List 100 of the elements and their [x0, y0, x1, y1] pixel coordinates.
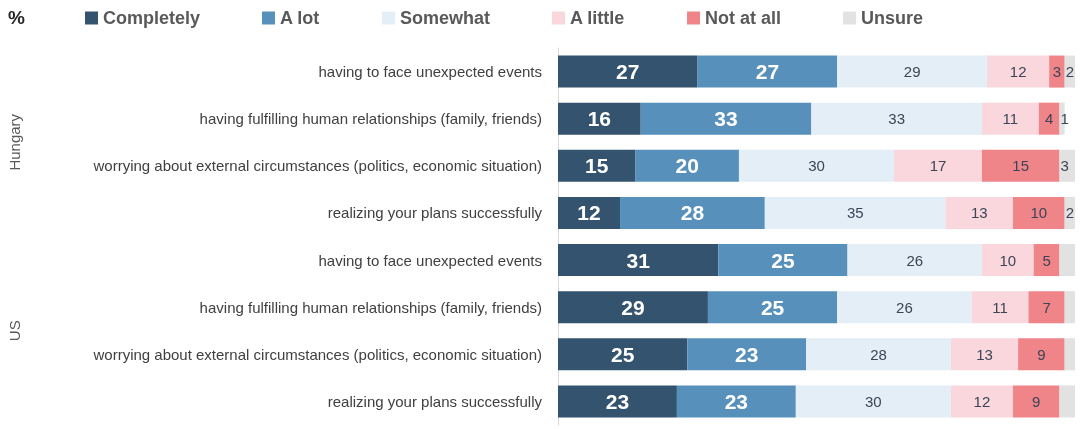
- data-label: 1: [1060, 110, 1069, 128]
- data-label: 16: [587, 107, 612, 131]
- bar: [718, 244, 848, 277]
- data-label: 30: [808, 157, 825, 175]
- y-tick-label: having fulfilling human relationships (family, friends): [199, 110, 542, 128]
- text: US: [5, 320, 23, 342]
- text: %: [8, 7, 25, 28]
- legend-label: Somewhat: [400, 8, 491, 28]
- data-label: 23: [735, 342, 759, 366]
- bar: [981, 244, 1034, 277]
- y-tick-label: realizing your plans successfully: [327, 392, 543, 410]
- bar: [1049, 55, 1065, 88]
- bar: [1038, 102, 1060, 135]
- data-label: 29: [903, 63, 921, 81]
- data-label: 28: [870, 345, 887, 363]
- data-label: 12: [973, 392, 991, 410]
- bar: [558, 338, 688, 371]
- data-label: 7: [1042, 298, 1051, 316]
- bar: [1012, 385, 1060, 418]
- bar: [1059, 149, 1075, 182]
- data-label: 2: [1065, 204, 1074, 222]
- data-label: 2: [1065, 63, 1074, 81]
- bar: [1064, 291, 1075, 324]
- y-tick-label: having to face unexpected events: [318, 251, 542, 269]
- legend-label: Completely: [103, 8, 201, 28]
- data-label: 13: [976, 345, 993, 363]
- bar: [640, 102, 812, 135]
- bar: [981, 102, 1039, 135]
- legend-label: Not at all: [705, 8, 782, 28]
- bar: [558, 244, 719, 277]
- bar: [795, 385, 951, 418]
- data-label: 12: [577, 201, 601, 225]
- data-label: 15: [585, 154, 609, 178]
- bar: [635, 149, 739, 182]
- y-tick-label: having to face unexpected events: [318, 63, 542, 81]
- data-label: 33: [714, 107, 738, 131]
- bar: [847, 244, 982, 277]
- legend-label: Unsure: [861, 8, 924, 28]
- bar: [558, 196, 621, 229]
- bar: [676, 385, 796, 418]
- data-label: 30: [865, 392, 882, 410]
- bar: [945, 196, 1013, 229]
- data-label: 23: [605, 389, 630, 413]
- data-label: 9: [1037, 345, 1046, 363]
- bar: [1059, 385, 1075, 418]
- bar: [687, 338, 807, 371]
- bar: [894, 149, 982, 182]
- y-tick-label: realizing your plans successfully: [327, 204, 543, 222]
- bar: [971, 291, 1029, 324]
- bar: [558, 291, 708, 324]
- bar: [981, 149, 1060, 182]
- bar: [987, 55, 1050, 88]
- bar: [837, 55, 988, 88]
- data-label: 29: [621, 295, 645, 319]
- bar: [1018, 338, 1065, 371]
- data-label: 10: [1030, 204, 1048, 222]
- data-label: 11: [1002, 110, 1019, 128]
- legend-label: A lot: [280, 8, 320, 28]
- bar: [738, 149, 895, 182]
- bar: [558, 102, 641, 135]
- data-label: 4: [1044, 110, 1054, 128]
- data-label: 27: [755, 60, 780, 84]
- bar: [707, 291, 838, 324]
- bar: [1012, 196, 1065, 229]
- bar: [811, 102, 982, 135]
- data-label: 12: [1009, 63, 1027, 81]
- data-label: 25: [771, 248, 795, 272]
- data-label: 10: [999, 251, 1017, 269]
- bar: [1059, 244, 1075, 277]
- data-label: 31: [626, 248, 651, 272]
- bar: [806, 338, 951, 371]
- data-label: 33: [888, 110, 905, 128]
- bar: [950, 338, 1019, 371]
- data-label: 25: [760, 295, 785, 319]
- bar: [558, 385, 677, 418]
- bar: [697, 55, 838, 88]
- bar: [558, 55, 698, 88]
- bar: [1064, 338, 1075, 371]
- legend-label: A little: [570, 8, 625, 28]
- data-label: 26: [906, 251, 924, 269]
- data-label: 17: [929, 157, 947, 175]
- y-tick-label: having fulfilling human relationships (family, friends): [199, 298, 542, 316]
- data-label: 15: [1012, 157, 1030, 175]
- bar: [558, 149, 636, 182]
- y-tick-label: worrying about external circumstances (politics, economic situation): [92, 345, 542, 363]
- data-label: 25: [610, 342, 635, 366]
- bar: [764, 196, 946, 229]
- y-tick-label: worrying about external circumstances (politics, economic situation): [92, 157, 542, 175]
- bar: [1033, 244, 1060, 277]
- bar: [1028, 291, 1065, 324]
- data-label: 26: [896, 298, 913, 316]
- data-label: 35: [846, 204, 864, 222]
- data-label: 3: [1060, 157, 1069, 175]
- bar: [837, 291, 972, 324]
- data-label: 20: [675, 154, 699, 178]
- bar: [620, 196, 765, 229]
- text: Hungary: [5, 113, 23, 171]
- data-label: 23: [724, 389, 749, 413]
- data-label: 11: [992, 298, 1008, 316]
- data-label: 28: [680, 201, 705, 225]
